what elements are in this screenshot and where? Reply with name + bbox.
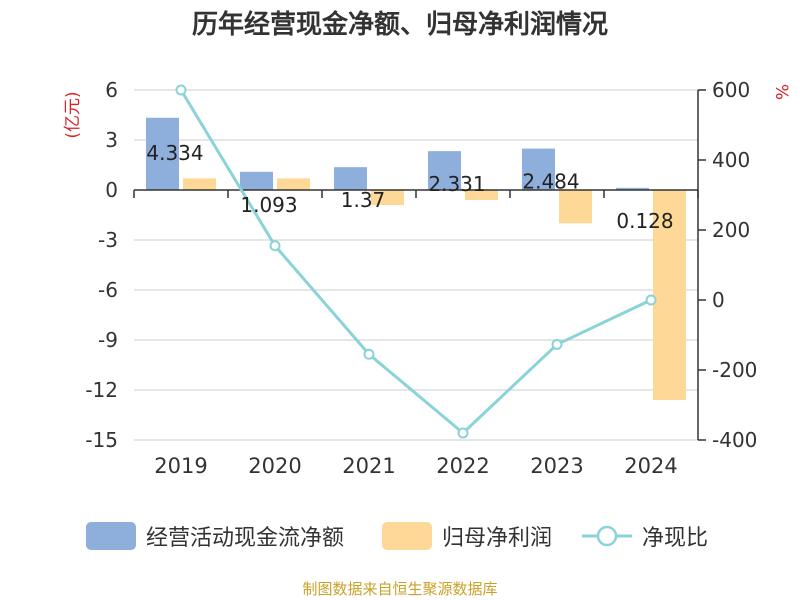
y-left-tick-label: 0 — [105, 178, 118, 202]
bar-operating-cash-flow — [334, 167, 367, 190]
y-left-tick-label: -9 — [98, 328, 118, 352]
point-cash-ratio — [551, 338, 563, 350]
y-right-tick-label: 400 — [712, 148, 750, 172]
bar-net-profit — [465, 190, 498, 200]
y-right-tick-label: 0 — [712, 288, 725, 312]
data-labels: 4.334 1.093 1.37 2.331 2.484 0.128 — [146, 141, 673, 233]
y-right-tick-label: -200 — [712, 358, 757, 382]
data-label-operating-cash-flow: 4.334 — [146, 141, 203, 165]
bar-net-profit — [559, 190, 592, 224]
point-cash-ratio — [363, 348, 375, 360]
data-label-operating-cash-flow: 1.37 — [341, 188, 386, 212]
data-label-operating-cash-flow: 2.331 — [428, 172, 485, 196]
bar-net-profit — [371, 190, 404, 205]
bar-operating-cash-flow — [146, 117, 179, 190]
point-cash-ratio — [269, 240, 281, 252]
y-right-tick-label: -400 — [712, 428, 757, 452]
point-cash-ratio — [175, 84, 187, 96]
x-tick-label: 2022 — [436, 454, 489, 478]
chart-title: 历年经营现金净额、归母净利润情况 — [191, 10, 608, 40]
data-label-operating-cash-flow: 2.484 — [522, 170, 579, 194]
x-tick-label: 2024 — [624, 454, 677, 478]
bar-net-profit — [653, 190, 686, 400]
y-left-tick-label: -15 — [85, 428, 118, 452]
line-series — [175, 84, 657, 439]
axes: 6 3 0 -3 -6 -9 -12 -15 600 400 200 0 -200 -400 2019 202… — [85, 78, 757, 478]
x-tick-label: 2019 — [154, 454, 207, 478]
legend-item-cash-ratio[interactable]: 净现比 — [582, 518, 708, 554]
x-tick-label: 2020 — [248, 454, 301, 478]
y-left-tick-label: 3 — [105, 128, 118, 152]
legend-swatch-operating-cash-flow — [86, 522, 136, 550]
legend-item-net-profit[interactable]: 归母净利润 — [382, 518, 552, 554]
source-note: 制图数据来自恒生聚源数据库 — [302, 580, 498, 598]
bar-operating-cash-flow — [522, 148, 555, 190]
data-label-operating-cash-flow: 0.128 — [616, 209, 673, 233]
bars — [146, 117, 686, 400]
data-label-operating-cash-flow: 1.093 — [240, 193, 297, 217]
point-cash-ratio — [645, 294, 657, 306]
legend-swatch-cash-ratio — [582, 525, 632, 547]
y-axis-right-label: % — [771, 84, 791, 100]
legend-label-net-profit: 归母净利润 — [442, 526, 553, 551]
bar-net-profit — [277, 178, 310, 190]
legend: 经营活动现金流净额 归母净利润 净现比 — [0, 518, 800, 554]
y-right-tick-label: 200 — [712, 218, 750, 242]
gridlines — [134, 89, 698, 441]
y-axis-left-label: (亿元) — [63, 91, 83, 138]
x-tick-label: 2021 — [342, 454, 395, 478]
bar-operating-cash-flow — [240, 171, 273, 190]
legend-label-cash-ratio: 净现比 — [642, 526, 709, 551]
y-left-tick-label: -6 — [98, 278, 118, 302]
bar-operating-cash-flow — [428, 151, 461, 190]
line-cash-ratio — [179, 89, 652, 436]
y-left-tick-label: -12 — [85, 378, 118, 402]
point-cash-ratio — [457, 427, 469, 439]
y-right-tick-label: 600 — [712, 78, 750, 102]
legend-swatch-net-profit — [382, 522, 432, 550]
y-left-tick-label: -3 — [98, 228, 118, 252]
legend-item-operating-cash-flow[interactable]: 经营活动现金流净额 — [86, 518, 344, 554]
x-tick-label: 2023 — [530, 454, 583, 478]
bar-net-profit — [183, 178, 216, 190]
y-left-tick-label: 6 — [105, 78, 118, 102]
legend-label-operating-cash-flow: 经营活动现金流净额 — [146, 526, 345, 551]
bar-operating-cash-flow — [616, 187, 649, 190]
